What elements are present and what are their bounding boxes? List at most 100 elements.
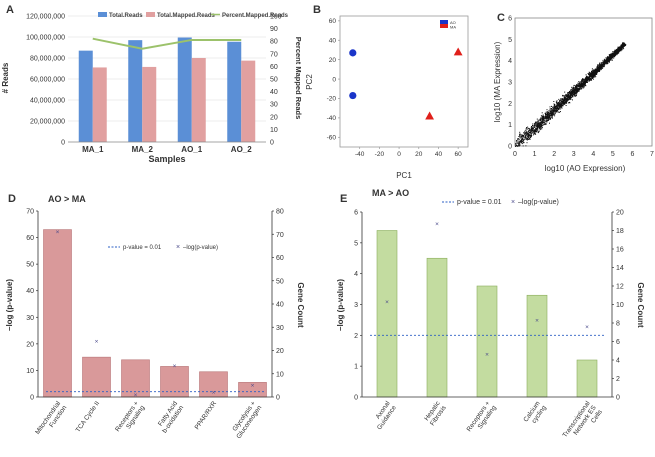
d-y-axis-title: –log (p-value): [5, 279, 14, 331]
c-point: [552, 112, 554, 114]
e-y2-tick-label: 10: [616, 302, 624, 309]
c-point: [590, 77, 592, 79]
c-point: [567, 94, 569, 96]
c-point: [582, 78, 584, 80]
c-point: [533, 131, 535, 133]
c-y-tick-label: 6: [508, 16, 512, 23]
c-point: [547, 112, 549, 114]
c-point: [534, 123, 536, 125]
c-point: [529, 128, 531, 130]
c-point: [525, 128, 527, 130]
c-point: [598, 68, 600, 70]
b-plot-frame: [339, 15, 469, 148]
c-point: [616, 53, 618, 55]
c-point: [547, 118, 549, 119]
c-point: [592, 77, 594, 78]
b-x-tick-label: 0: [397, 151, 401, 158]
c-point: [554, 111, 556, 113]
c-point: [560, 99, 562, 101]
a-y2-tick-label: 90: [270, 26, 278, 33]
c-point: [607, 59, 609, 61]
c-point: [615, 52, 617, 54]
c-point: [553, 112, 555, 113]
c-point: [545, 115, 546, 117]
e-bar: [476, 285, 498, 398]
c-point: [600, 66, 602, 68]
b-y-tick-label: 0: [332, 76, 336, 83]
c-point: [572, 93, 574, 95]
c-point: [611, 53, 613, 55]
percent-mapped-line: [92, 37, 242, 50]
c-point: [592, 70, 594, 72]
c-point: [559, 100, 560, 102]
c-point: [571, 96, 573, 98]
c-point: [546, 119, 548, 121]
c-point: [562, 101, 564, 103]
c-point: [525, 135, 527, 136]
d-x-tick-label: Receptors +Signaling: [114, 400, 146, 437]
c-point: [527, 138, 529, 140]
c-point: [554, 105, 556, 107]
c-point: [590, 75, 591, 77]
c-point: [540, 115, 542, 117]
c-point: [560, 102, 562, 104]
c-point: [582, 79, 584, 80]
c-point: [616, 51, 618, 52]
c-point: [518, 145, 520, 147]
c-point: [515, 144, 517, 146]
c-point: [562, 103, 564, 105]
c-point: [553, 114, 555, 116]
c-point: [526, 138, 528, 140]
c-point: [545, 113, 546, 115]
c-point: [556, 110, 558, 111]
c-point: [527, 135, 528, 137]
d-y2-tick-label: 40: [276, 302, 284, 309]
c-point: [607, 56, 609, 58]
c-point: [521, 136, 522, 138]
c-point: [526, 132, 527, 134]
c-point: [535, 131, 537, 133]
c-point: [570, 91, 572, 93]
c-point: [574, 93, 576, 95]
c-point: [577, 91, 578, 93]
c-point: [595, 70, 597, 72]
c-point: [618, 46, 620, 48]
c-point: [599, 64, 601, 66]
c-point: [548, 117, 549, 119]
c-point: [599, 67, 601, 68]
c-point: [611, 57, 613, 59]
c-y-tick-label: 2: [508, 101, 512, 108]
c-point: [523, 140, 525, 142]
c-point: [606, 61, 608, 63]
c-point: [519, 136, 520, 138]
c-point: [587, 76, 588, 78]
legend-swatch-ao: [440, 20, 448, 24]
e-legend-star-swatch: ×: [511, 199, 515, 206]
c-point: [562, 99, 563, 100]
c-point: [606, 57, 608, 59]
c-point: [606, 63, 608, 65]
c-point: [546, 118, 548, 119]
c-point: [581, 84, 583, 86]
c-point: [602, 61, 604, 63]
d-x-tick-label: MitochondrialFunction: [34, 400, 68, 440]
c-point: [576, 84, 578, 85]
a-bar-total-reads: [128, 40, 143, 142]
c-point: [599, 66, 601, 68]
c-point: [603, 63, 605, 65]
c-point: [590, 73, 592, 74]
c-y-axis-title: log10 (MA Expression): [493, 41, 502, 122]
c-point: [612, 54, 614, 56]
c-point: [586, 79, 588, 81]
c-point: [578, 84, 580, 86]
c-point: [584, 79, 586, 81]
c-point: [536, 124, 538, 125]
c-point: [530, 127, 532, 129]
c-point: [564, 103, 566, 105]
c-point: [542, 120, 543, 122]
c-point: [542, 121, 544, 123]
c-point: [538, 123, 540, 125]
c-point: [585, 80, 587, 81]
c-point: [555, 110, 557, 112]
b-y-axis-title: PC2: [305, 74, 314, 90]
